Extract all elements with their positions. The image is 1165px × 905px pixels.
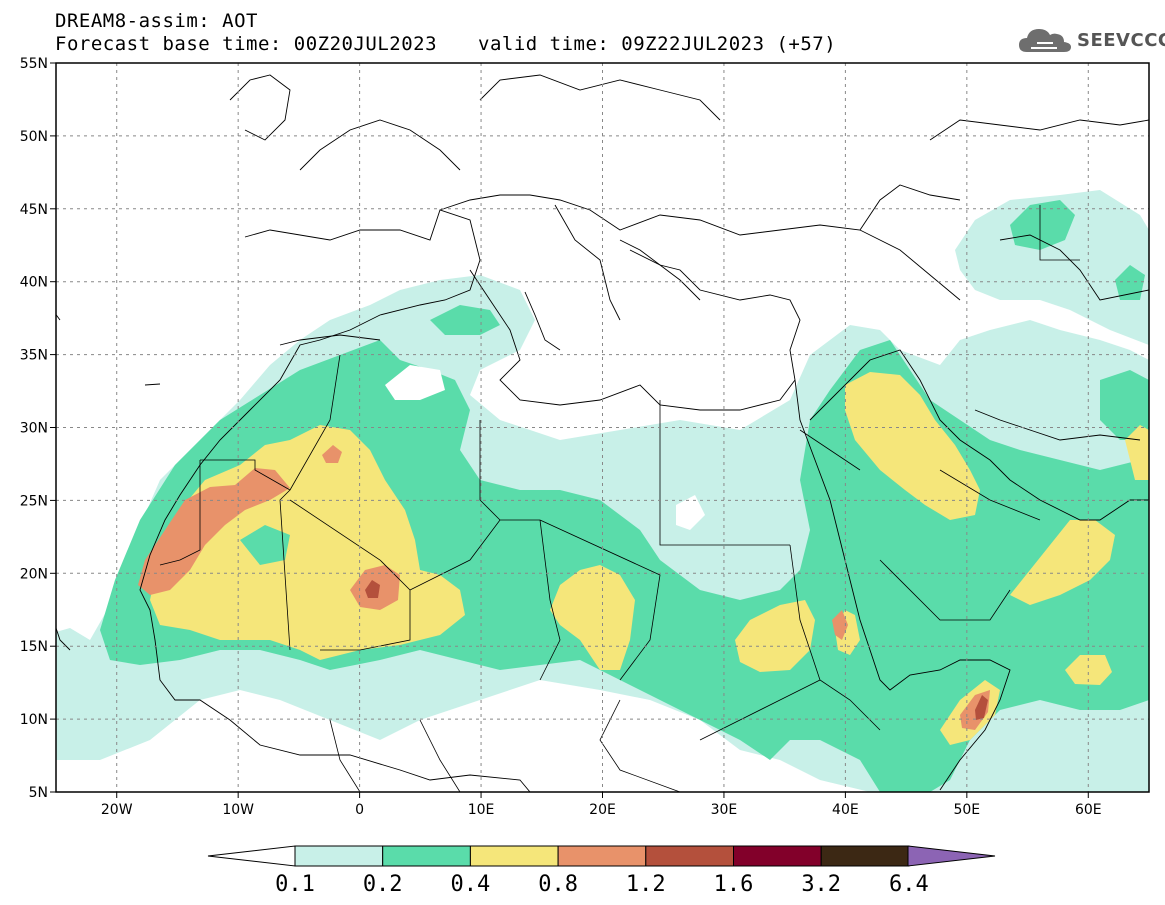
colorbar-over-triangle xyxy=(907,845,996,867)
lat-label: 55N xyxy=(20,56,48,72)
aot-contour-1.2 xyxy=(975,695,988,720)
colorbar-box xyxy=(645,845,734,867)
colorbar-boxes xyxy=(294,845,910,867)
seevccc-logo: SEEVCCC xyxy=(1017,24,1165,56)
lat-label: 25N xyxy=(20,493,48,509)
colorbar-box xyxy=(382,845,471,867)
aot-low-area xyxy=(480,350,660,430)
aot-contour-0.2 xyxy=(1115,265,1145,300)
lat-label: 50N xyxy=(20,129,48,145)
cloud-icon xyxy=(1019,29,1071,52)
aot-contour-0.2 xyxy=(1010,200,1075,250)
colorbar-box xyxy=(820,845,910,867)
lat-label: 35N xyxy=(20,348,48,364)
lat-label: 20N xyxy=(20,566,48,582)
lon-label: 40E xyxy=(832,802,859,818)
axis-ticks: 55N 50N 45N 40N 35N 30N 25N 20N 15N 10N 5N 20W 10W 0 1… xyxy=(20,56,1102,818)
colorbar-label: 3.2 xyxy=(801,872,842,897)
aot-contour-0.2 xyxy=(430,305,500,335)
colorbar-label: 1.2 xyxy=(625,872,666,897)
aot-lower-area xyxy=(240,525,290,565)
aot-contour-0.8 xyxy=(138,468,290,595)
aot-contour-0.2 xyxy=(1100,370,1149,440)
lat-label: 15N xyxy=(20,639,48,655)
colorbar-label: 0.4 xyxy=(450,872,491,897)
lon-label: 20W xyxy=(101,802,133,818)
lon-label: 60E xyxy=(1075,802,1102,818)
aot-contour-0.8 xyxy=(832,610,848,640)
aot-lower-area xyxy=(300,600,335,630)
lon-label: 10E xyxy=(468,802,495,818)
colorbar-label: 0.8 xyxy=(538,872,578,897)
lat-label: 30N xyxy=(20,421,48,437)
lon-label: 20E xyxy=(589,802,616,818)
aot-contour-0.4 xyxy=(1065,655,1112,685)
aot-low-area xyxy=(676,495,705,530)
lat-label: 5N xyxy=(29,785,48,801)
coastlines xyxy=(56,74,1149,792)
colorbar-box xyxy=(557,845,647,867)
aot-contour-0.8 xyxy=(322,445,342,463)
aot-contour-0.4 xyxy=(735,600,815,672)
aot-contour-0.4 xyxy=(845,372,980,520)
lon-label: 0 xyxy=(355,802,364,818)
colorbar-box xyxy=(294,845,384,867)
colorbar xyxy=(207,845,996,867)
gridlines xyxy=(56,63,1149,792)
lat-label: 10N xyxy=(20,712,48,728)
lat-label: 40N xyxy=(20,275,48,291)
aot-contour-1.2 xyxy=(365,580,380,598)
colorbar-label: 6.4 xyxy=(889,872,929,897)
logo-text: SEEVCCC xyxy=(1077,29,1165,51)
base-time-label: Forecast base time: 00Z20JUL2023 xyxy=(55,33,438,55)
colorbar-label: 1.6 xyxy=(713,872,754,897)
lon-label: 10W xyxy=(222,802,254,818)
plot-title: DREAM8-assim: AOT xyxy=(55,10,258,32)
colorbar-box xyxy=(733,845,822,867)
colorbar-under-triangle xyxy=(207,845,296,867)
aot-low-area xyxy=(385,365,445,400)
valid-time-label: valid time: 09Z22JUL2023 (+57) xyxy=(478,33,837,55)
lat-label: 45N xyxy=(20,202,48,218)
aot-contour-0.1 xyxy=(955,190,1149,345)
lon-label: 50E xyxy=(953,802,980,818)
colorbar-label: 0.2 xyxy=(362,872,403,897)
aot-contour-0.4 xyxy=(550,565,635,670)
colorbar-box xyxy=(469,845,559,867)
colorbar-label: 0.1 xyxy=(275,872,315,897)
lon-label: 30E xyxy=(711,802,738,818)
